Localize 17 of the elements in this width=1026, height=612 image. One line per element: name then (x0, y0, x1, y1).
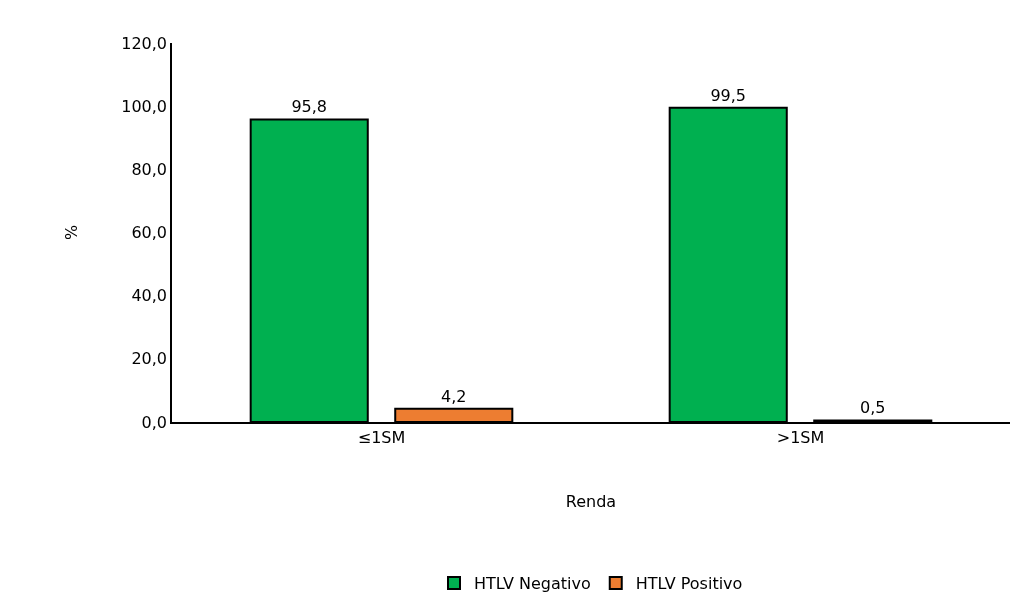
y-tick-label: 100,0 (121, 96, 168, 116)
x-tick-label: >1SM (776, 427, 825, 447)
legend-label: HTLV Negativo (474, 574, 591, 594)
x-tick-label: ≤1SM (357, 427, 406, 447)
x-axis-title: Renda (565, 492, 617, 512)
y-tick-label: 60,0 (131, 223, 168, 243)
data-label: 4,2 (441, 386, 467, 406)
legend-label: HTLV Positivo (635, 574, 743, 594)
y-tick-label: 0,0 (141, 412, 168, 432)
data-label: 99,5 (710, 85, 747, 105)
data-label: 0,5 (860, 398, 886, 418)
data-label: 95,8 (291, 97, 328, 117)
y-tick-label: 80,0 (131, 159, 168, 179)
y-tick-label: 20,0 (131, 349, 168, 369)
y-axis-title: % (61, 224, 81, 241)
y-tick-label: 40,0 (131, 286, 168, 306)
y-tick-label: 120,0 (121, 33, 168, 53)
